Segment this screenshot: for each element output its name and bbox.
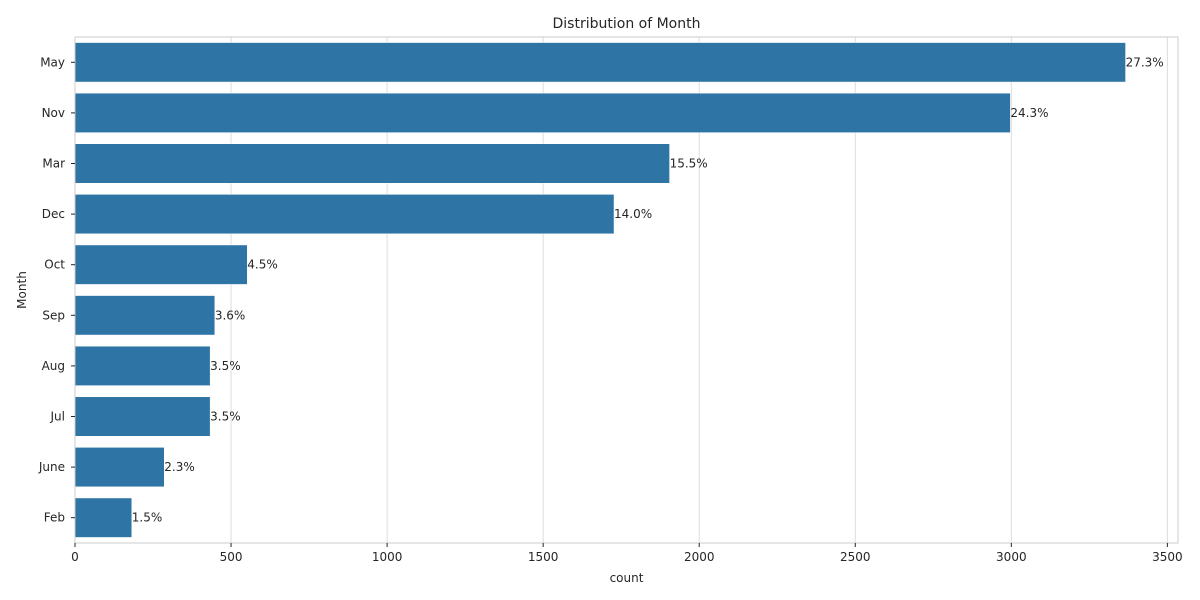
bar	[74, 497, 133, 538]
data-label: 2.3%	[164, 460, 195, 474]
y-tick-label: Feb	[44, 511, 65, 525]
data-label: 4.5%	[247, 258, 277, 272]
bar	[74, 42, 1126, 83]
y-tick-label: Oct	[44, 258, 65, 272]
y-tick-label: Mar	[42, 157, 65, 171]
y-tick-label: Sep	[42, 308, 65, 322]
y-tick-label: Nov	[42, 106, 65, 120]
data-label: 14.0%	[614, 207, 652, 221]
plot-frame	[74, 36, 1179, 544]
y-tick-label: Dec	[42, 207, 65, 221]
bar	[74, 244, 248, 285]
chart-title: Distribution of Month	[553, 16, 701, 32]
x-tick-label: 3500	[1152, 550, 1183, 564]
x-ticks: 0 500 1000 1500 2000 2500 3000 3500	[71, 543, 1183, 564]
y-tick-label: Aug	[42, 359, 65, 373]
data-label: 27.3%	[1126, 55, 1164, 69]
y-ticks: May Nov Mar Dec Oct Sep Aug Jul June Feb	[38, 55, 75, 525]
y-tick-label: Jul	[50, 410, 65, 424]
data-label: 3.5%	[210, 410, 241, 424]
bar	[74, 396, 211, 437]
y-tick-label: May	[40, 55, 65, 69]
bar	[74, 143, 670, 184]
x-axis-label: count	[610, 571, 644, 585]
data-label: 1.5%	[132, 511, 163, 525]
bar	[74, 345, 211, 386]
x-tick-label: 0	[71, 550, 79, 564]
y-tick-label: June	[38, 460, 65, 474]
x-tick-label: 2500	[840, 550, 871, 564]
data-label: 15.5%	[670, 157, 708, 171]
x-tick-label: 1000	[372, 550, 403, 564]
x-tick-label: 1500	[528, 550, 559, 564]
bar	[74, 92, 1011, 133]
data-label: 24.3%	[1010, 106, 1048, 120]
x-tick-label: 2000	[684, 550, 715, 564]
bar	[74, 194, 615, 235]
data-label: 3.5%	[210, 359, 241, 373]
data-labels: 27.3% 24.3% 15.5% 14.0% 4.5% 3.6% 3.5% 3.5% 2.3%…	[132, 55, 1164, 524]
data-label: 3.6%	[215, 308, 246, 322]
bar	[74, 295, 216, 336]
bars	[74, 42, 1126, 538]
bar	[74, 447, 165, 488]
y-axis-label: Month	[15, 271, 29, 309]
x-tick-label: 500	[220, 550, 243, 564]
x-tick-label: 3000	[996, 550, 1027, 564]
